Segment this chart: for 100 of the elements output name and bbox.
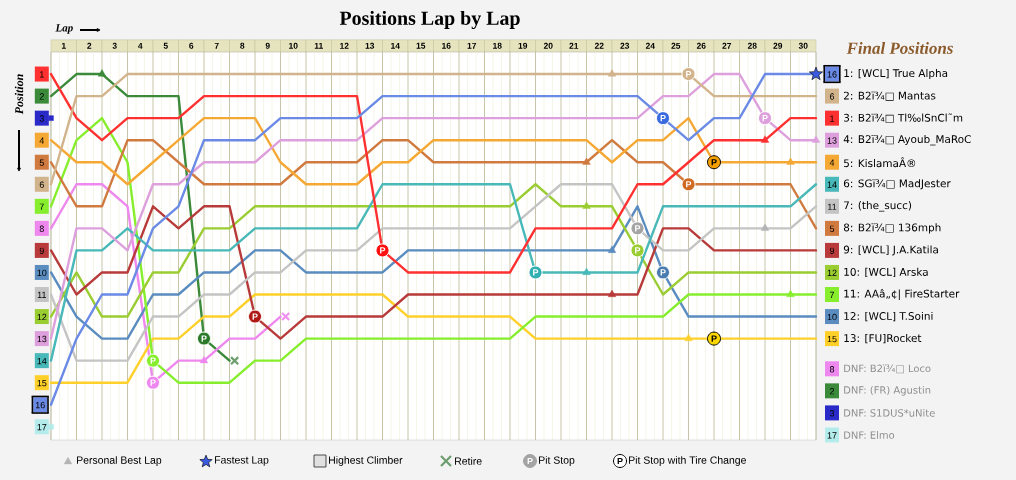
x-tick-label: 3: [112, 42, 117, 49]
point: [48, 115, 54, 121]
text: 11: [828, 203, 837, 210]
x-tick-label: 29: [773, 42, 783, 49]
legend-title: Final Positions: [846, 42, 953, 54]
legend-label: 4: B2ï¾□ Ayoub_MaRoC: [843, 134, 971, 146]
x-tick-label: 21: [569, 42, 579, 49]
legend-label: 12: [WCL] T.Soini: [844, 311, 933, 322]
text: Highest Climber: [329, 456, 403, 466]
text: 14: [827, 181, 837, 188]
text: 13: [827, 137, 837, 144]
text: 5: [829, 225, 835, 232]
text: 17: [827, 432, 837, 439]
y-tick-label: 14: [37, 357, 47, 365]
x-tick-label: 22: [594, 42, 604, 49]
x-tick-label: 15: [416, 42, 426, 49]
legend-label: DNF: Elmo: [844, 431, 895, 439]
x-tick-label: 2: [87, 42, 92, 49]
y-tick-label: 4: [39, 137, 45, 144]
legend-label: Personal Best Lap: [77, 456, 162, 466]
legend-label: Fastest Lap: [215, 456, 269, 466]
text: 15: [827, 335, 837, 343]
legend-label: 13: [FU]Rocket: [844, 333, 922, 344]
y-tick-label: 2: [39, 93, 44, 100]
text: 12: [827, 269, 837, 276]
data-label: P: [711, 335, 717, 342]
x-tick-label: 19: [518, 42, 528, 49]
y-tick-label: 11: [37, 291, 47, 298]
text: 1: [830, 115, 835, 122]
x-tick-label: 23: [620, 42, 630, 49]
legend-label: 8: B2ï¾□ 136mph: [843, 223, 941, 234]
x-tick-label: 10: [289, 42, 298, 49]
text: P: [527, 457, 533, 465]
x-tick-label: 5: [163, 42, 168, 49]
data-label: P: [660, 115, 666, 122]
y-tick-label: 15: [37, 380, 47, 387]
data-label: P: [635, 225, 641, 232]
legend-label: Pit Stop: [539, 456, 575, 466]
x-tick-label: 6: [189, 42, 194, 49]
x-axis-title: Lap: [55, 24, 73, 34]
data-label: P: [686, 181, 692, 188]
point: [607, 245, 617, 253]
data-label: P: [762, 115, 768, 122]
text: 16: [827, 71, 837, 78]
legend-label: 5: KislamaÂ®: [844, 157, 916, 168]
legend-label: 11: AAâ„¢| FireStarter: [844, 289, 960, 300]
y-tick-label: 6: [39, 181, 44, 188]
x-tick-label: 30: [798, 42, 808, 49]
x-tick-label: 8: [240, 42, 245, 49]
point: [582, 267, 591, 275]
x-tick-label: 14: [391, 42, 400, 49]
point: [229, 356, 240, 366]
text: 7: [829, 291, 835, 298]
legend-label: DNF: S1DUS*uNite: [844, 409, 935, 417]
y-tick-label: 13: [37, 335, 47, 343]
text: 4: [829, 159, 835, 166]
data-label: P: [150, 357, 156, 364]
x-tick-label: 25: [671, 42, 681, 49]
text: 9: [829, 247, 835, 254]
y-tick-label: 12: [37, 313, 47, 321]
legend-label: 7: (the_succ): [844, 201, 912, 212]
x-tick-label: 13: [365, 42, 375, 49]
data-label: P: [660, 269, 666, 276]
x-tick-label: 16: [442, 42, 451, 49]
legend-label: 3: B2ï¾□ Tl‰lSnCl˜m: [844, 113, 963, 123]
y-tick-label: 8: [39, 225, 44, 232]
y-tick-label: 16: [35, 401, 45, 409]
x-tick-label: 4: [138, 42, 143, 49]
text: 2: [829, 388, 835, 395]
x-tick-label: 17: [467, 42, 477, 49]
data-label: P: [711, 159, 717, 166]
x-tick-label: 27: [722, 42, 732, 49]
text: 8: [829, 366, 835, 373]
point: [97, 69, 107, 77]
point: [760, 223, 770, 231]
point: [48, 424, 54, 430]
x-tick-label: 7: [214, 42, 219, 49]
legend-label: 9: [WCL] J.A.Katila: [843, 245, 938, 256]
x-tick-label: 24: [645, 42, 655, 49]
point: [582, 157, 591, 165]
legend-label: Retire: [455, 457, 482, 465]
data-label: P: [252, 313, 258, 320]
legend-label: 10: [WCL] Arska: [844, 267, 928, 278]
x-tick-label: 11: [314, 42, 323, 49]
legend-label: DNF: B2ï¾□ Loco: [844, 364, 931, 374]
y-tick-label: 5: [39, 159, 44, 166]
text: 3: [829, 410, 835, 417]
point: [684, 333, 693, 342]
x-tick-label: 28: [747, 42, 757, 49]
data-label: P: [686, 70, 692, 78]
data-label: P: [533, 269, 539, 276]
y-tick-label: 10: [37, 269, 47, 277]
legend-label: 1: [WCL] True Alpha: [844, 68, 948, 80]
y-tick-label: 1: [40, 71, 44, 78]
data-label: P: [380, 247, 386, 254]
data-label: P: [201, 335, 207, 342]
y-axis-title: Position: [14, 74, 24, 115]
x-tick-label: 1: [61, 42, 66, 49]
y-tick-label: 9: [39, 247, 44, 254]
point: [760, 135, 770, 143]
